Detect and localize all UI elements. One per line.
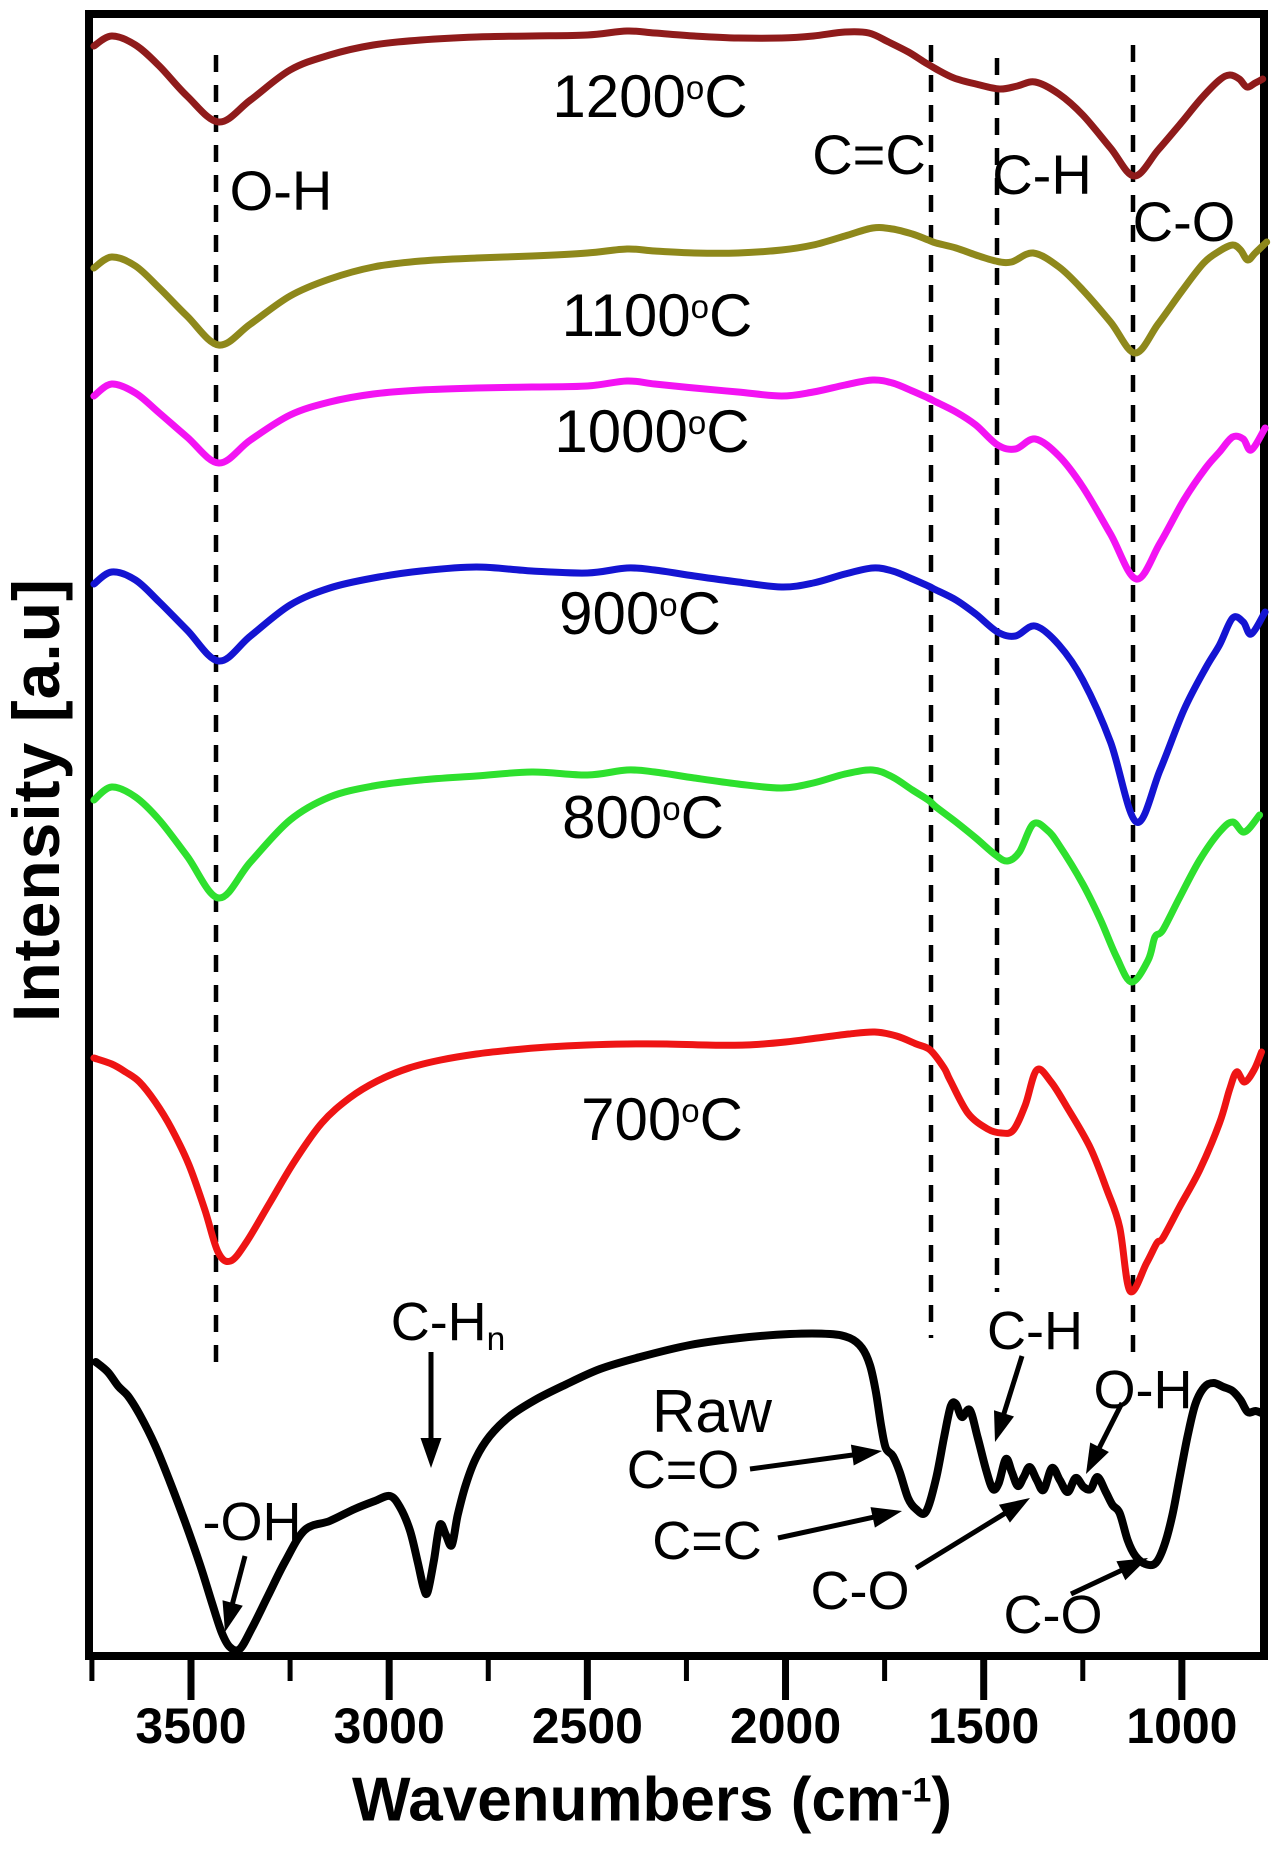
x-tick-label-2500: 2500 [531,1698,643,1754]
curve-label-text-800C: 800 [562,784,663,851]
annotation-arrow-shaft-C-O-2 [1069,1565,1128,1597]
guide-label-CH: C-H [992,143,1092,206]
unit-900C: C [677,580,721,647]
annotation-label-C-O-2: C-O [1004,1588,1103,1642]
series-curve-1200C [90,27,1267,180]
degree-symbol-900C: o [659,585,678,623]
series-curve-700C [90,1028,1265,1296]
curve-label-700C: 700oC [581,1090,743,1150]
annotation-arrow-shaft-C-H-raw [999,1355,1025,1420]
curve-label-1000C: 1000oC [554,402,749,462]
curve-label-text-900C: 900 [559,580,660,647]
curve-label-text-700C: 700 [581,1086,682,1153]
degree-symbol-700C: o [681,1091,700,1129]
degree-symbol-1000C: o [687,403,707,441]
annotation-arrowhead-minusOH [222,1600,243,1632]
degree-symbol-1100C: o [690,287,710,325]
annotation-arrow-shaft-C=C [777,1513,880,1541]
unit-800C: C [680,784,724,851]
annotation-arrow-shaft-O-H-raw [1094,1401,1125,1454]
annotation-arrowhead-C-H-raw [994,1410,1014,1442]
plot-frame [85,10,1268,1660]
annotation-arrow-shaft-minusOH [228,1555,248,1610]
annotation-label-O-H-raw: O-H [1094,1363,1193,1417]
unit-1000C: C [706,398,750,465]
series-curve-1100C [90,224,1271,357]
annotation-text-O-H-raw: O-H [1093,1360,1193,1420]
unit-700C: C [699,1086,743,1153]
annotation-text-C=C: C=C [652,1511,762,1571]
curve-label-raw: Raw [652,1382,772,1442]
annotation-subscript-CHn: n [486,1321,506,1359]
annotation-label-CHn: C-Hn [390,1292,506,1356]
annotation-arrowhead-C-O-2 [1116,1558,1148,1581]
x-axis-title-sup: -1 [901,1771,932,1810]
annotation-label-C-H-raw: C-H [987,1304,1083,1358]
degree-symbol-1200C: o [685,68,705,106]
guide-label-CC: C=C [812,123,926,186]
x-tick-label-1000: 1000 [1126,1698,1238,1754]
x-tick-label-3000: 3000 [333,1698,445,1754]
curve-label-text-1100C: 1100 [561,282,691,349]
series-curve-800C [90,766,1264,986]
y-axis-title: Intensity [a.u] [0,577,73,1023]
annotation-label-C=C: C=C [652,1514,762,1568]
unit-1200C: C [704,63,748,130]
curve-label-1200C: 1200oC [552,67,747,127]
annotation-arrowhead-C=O [850,1444,882,1466]
annotation-label-minusOH: -OH [203,1495,302,1549]
annotation-arrowhead-C-O-1 [998,1498,1030,1523]
x-axis-title: Wavenumbers (cm-1) [352,1765,952,1836]
curve-label-1100C: 1100oC [562,286,753,346]
annotation-text-C=O: C=O [626,1440,740,1500]
annotation-text-C-O-2: C-O [1003,1585,1103,1645]
annotation-text-C-O-1: C-O [810,1561,910,1621]
degree-symbol-800C: o [662,789,681,827]
annotation-arrow-shaft-C=O [749,1451,859,1472]
annotation-text-CHn: C-H [390,1292,487,1352]
unit-1100C: C [709,282,753,349]
x-tick-label-1500: 1500 [928,1698,1040,1754]
guide-label-CO: C-O [1132,190,1236,253]
annotation-label-C-O-1: C-O [811,1564,910,1618]
annotation-arrow-shaft-C-O-1 [914,1508,1011,1571]
x-axis-title-end: ) [931,1765,952,1835]
curve-label-800C: 800oC [562,788,724,848]
annotation-text-minusOH: -OH [202,1492,302,1552]
annotation-label-C=O: C=O [627,1443,740,1497]
x-tick-label-3500: 3500 [135,1698,247,1754]
guide-label-OH: O-H [229,159,333,222]
annotation-arrowhead-C=C [870,1507,902,1528]
annotation-text-C-H-raw: C-H [987,1301,1083,1361]
series-curve-900C [90,563,1269,826]
annotation-arrowhead-CHn [420,1438,442,1468]
series-curve-1000C [90,376,1269,583]
curve-label-text-raw: Raw [651,1378,773,1445]
curve-label-text-1000C: 1000 [554,398,688,465]
curve-label-900C: 900oC [559,584,721,644]
annotation-arrowhead-O-H-raw [1086,1442,1109,1474]
x-axis-title-main: Wavenumbers (cm [352,1765,902,1835]
curve-label-text-1200C: 1200 [552,63,686,130]
x-tick-label-2000: 2000 [729,1698,842,1754]
series-curve-Raw [91,1329,1266,1655]
